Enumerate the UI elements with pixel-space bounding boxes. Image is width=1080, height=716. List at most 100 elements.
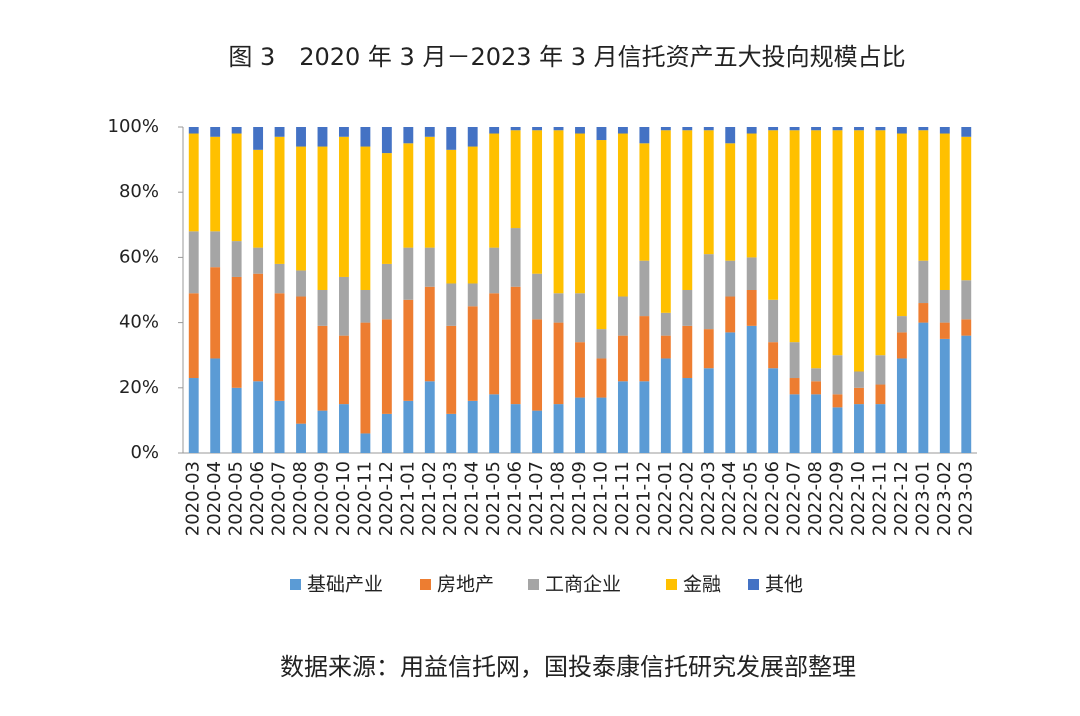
bar-segment <box>360 322 371 434</box>
bar-segment <box>939 133 950 290</box>
bar-segment <box>832 355 843 395</box>
bar-segment <box>896 332 907 359</box>
legend-label: 工商企业 <box>545 574 621 596</box>
bar-segment <box>639 316 650 382</box>
bar-segment <box>896 316 907 333</box>
x-tick-label: 2020-07 <box>269 461 290 536</box>
bar-segment <box>682 127 693 131</box>
bar-segment <box>274 127 285 137</box>
bar-segment <box>596 140 607 330</box>
x-tick-label: 2020-11 <box>354 461 375 536</box>
bar-segment <box>789 394 800 453</box>
bar-segment <box>918 303 929 323</box>
bar-segment <box>296 296 306 424</box>
bar-segment <box>961 136 972 281</box>
x-tick-label: 2020-08 <box>290 461 311 536</box>
bar-segment <box>768 342 779 369</box>
bar-segment <box>832 130 843 356</box>
x-tick-label: 2022-11 <box>869 461 890 536</box>
bar-segment <box>896 133 907 317</box>
bar-segment <box>854 387 864 405</box>
bar-segment <box>467 283 478 307</box>
x-tick-label: 2020-10 <box>333 461 354 536</box>
legend-label: 房地产 <box>437 574 494 596</box>
bar-segment <box>811 381 821 395</box>
bar-segment <box>703 329 714 369</box>
x-tick-label: 2021-12 <box>633 461 654 536</box>
y-tick-label: 40% <box>119 312 159 333</box>
x-tick-label: 2022-07 <box>784 461 805 536</box>
bar-segment <box>789 342 800 379</box>
bar-segment <box>875 384 886 405</box>
bar-segment <box>854 130 864 372</box>
bar-segment <box>253 149 264 248</box>
bar-segment <box>789 378 800 395</box>
bar-segment <box>896 127 907 134</box>
bar-segment <box>210 231 221 268</box>
bar-segment <box>510 286 521 405</box>
bar-segment <box>424 381 435 453</box>
bar-segment <box>381 413 392 453</box>
bar-segment <box>575 293 585 343</box>
source-note: 数据来源：用益信托网，国投泰康信托研究发展部整理 <box>280 653 856 681</box>
x-tick-label: 2022-08 <box>805 461 826 536</box>
bar-segment <box>553 130 564 294</box>
x-tick-label: 2022-02 <box>676 461 697 536</box>
bar-segment <box>210 358 221 453</box>
bar-segment <box>381 263 392 320</box>
bar-segment <box>403 127 414 144</box>
bar-segment <box>532 410 543 453</box>
bar-segment <box>381 153 392 264</box>
bar-segment <box>875 130 886 356</box>
bar-segment <box>639 127 650 144</box>
bar-segment <box>682 130 693 290</box>
bar-segment <box>725 296 736 333</box>
bar-segment <box>832 127 843 131</box>
x-tick-label: 2021-01 <box>397 461 418 536</box>
bar-segment <box>188 378 199 453</box>
bar-segment <box>210 136 221 232</box>
bar-segment <box>768 299 779 343</box>
bar-segment <box>360 433 371 453</box>
x-tick-label: 2023-03 <box>955 461 976 536</box>
legend-swatch <box>666 579 677 590</box>
bar-segment <box>381 319 392 414</box>
x-tick-label: 2022-04 <box>719 461 740 536</box>
bar-segment <box>296 127 306 147</box>
bar-segment <box>510 228 521 287</box>
bar-segment <box>939 290 950 323</box>
bar-segment <box>296 146 306 271</box>
x-tick-label: 2022-09 <box>827 461 848 536</box>
bar-segment <box>768 127 779 131</box>
bar-segment <box>317 146 328 290</box>
bar-segment <box>446 283 457 326</box>
x-tick-label: 2021-07 <box>526 461 547 536</box>
bar-segment <box>253 127 264 150</box>
bar-segment <box>961 280 972 320</box>
x-tick-label: 2020-06 <box>247 461 268 536</box>
x-tick-label: 2021-04 <box>462 461 483 536</box>
legend-swatch <box>748 579 759 590</box>
bar-segment <box>789 130 800 343</box>
bar-segment <box>575 133 585 294</box>
bar-segment <box>317 410 328 453</box>
bar-segment <box>961 127 972 137</box>
bar-segment <box>510 404 521 453</box>
bar-segment <box>188 127 199 134</box>
x-tick-label: 2020-03 <box>183 461 204 536</box>
bar-segment <box>489 133 500 248</box>
bar-segment <box>703 254 714 330</box>
bar-segment <box>875 127 886 131</box>
bar-segment <box>360 290 371 323</box>
x-tick-label: 2023-01 <box>912 461 933 536</box>
bar-segment <box>553 127 564 131</box>
bar-segment <box>360 127 371 147</box>
bar-segment <box>489 247 500 294</box>
x-tick-label: 2020-04 <box>204 461 225 536</box>
bar-segment <box>339 335 349 405</box>
bar-segment <box>231 241 242 277</box>
bar-segment <box>231 387 242 453</box>
bar-segment <box>339 127 349 137</box>
bar-segment <box>339 136 349 277</box>
